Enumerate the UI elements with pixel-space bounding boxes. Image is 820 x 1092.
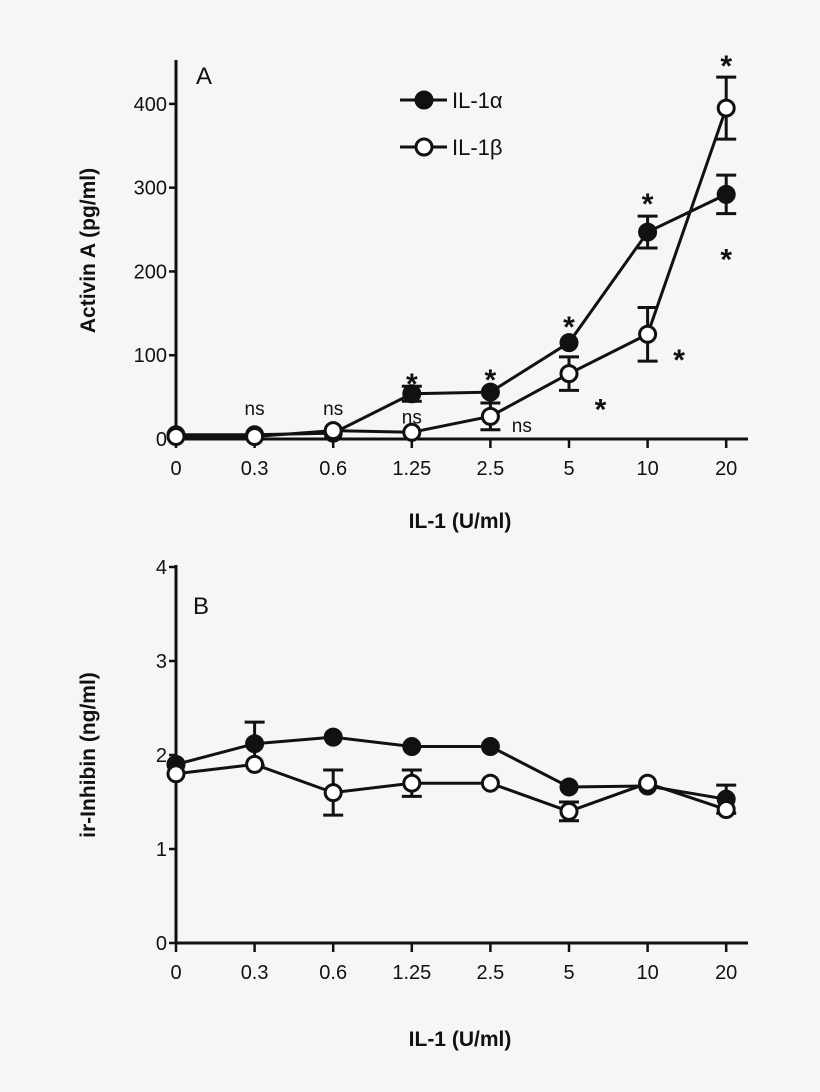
data-point [402,737,422,757]
panel-b: 0 1 2 3 4 0 0.3 0.6 1.25 2.5 5 10 20 IL-1 (U/ml) ir-In… [77,557,748,1051]
data-point [638,222,658,242]
data-point [323,421,343,441]
significance-star: * [720,50,732,83]
data-point [245,426,265,446]
panel-a: 0 100 200 300 400 0 0.3 0.6 1.25 2.5 5 10 20 IL-1 (U/… [77,50,748,533]
x-tick-label: 0 [170,962,181,984]
data-point [638,773,658,793]
legend-marker [414,90,434,110]
series-il-1-beta [166,75,737,446]
x-tick-label: 0.3 [241,458,269,480]
panel-label: B [193,593,209,620]
y-tick-label: 100 [134,345,167,367]
data-point [480,737,500,757]
y-tick-label: 4 [156,557,167,579]
y-tick-label: 200 [134,261,167,283]
x-tick-label: 0 [170,458,181,480]
ns-label: ns [245,399,265,420]
significance-star: * [563,311,575,344]
significance-star: * [642,188,654,221]
significance-star: * [720,243,732,276]
ns-label: ns [402,407,422,428]
data-point [245,734,265,754]
significance-star: * [406,368,418,401]
x-axis-title: IL-1 (U/ml) [409,510,512,533]
series-line [175,735,727,801]
significance-star: * [485,364,497,397]
data-point [323,727,343,747]
series-line [176,107,728,438]
ns-label: ns [323,399,343,420]
panel-label: A [196,63,212,90]
x-tick-label: 0.6 [319,458,347,480]
x-tick-label: 20 [715,962,737,984]
data-point [638,324,658,344]
y-axis-title: Activin A (pg/ml) [77,168,100,333]
x-tick-label: 10 [636,962,658,984]
y-tick-label: 0 [156,933,167,955]
x-tick-label: 0.6 [319,962,347,984]
x-axis-title: IL-1 (U/ml) [409,1028,512,1051]
data-point [716,184,736,204]
x-tick-label: 1.25 [392,458,431,480]
ns-label: ns [512,416,532,437]
data-point [480,382,500,402]
y-tick-label: 2 [156,745,167,767]
data-point [402,773,422,793]
data-point [402,384,422,404]
data-point [559,777,579,797]
data-point [559,333,579,353]
x-tick-label: 2.5 [476,962,504,984]
data-point [716,98,736,118]
x-tick-label: 5 [563,962,574,984]
y-tick-label: 1 [156,839,167,861]
significance-star: * [673,344,685,377]
y-tick-label: 400 [134,94,167,116]
x-tick-label: 5 [563,458,574,480]
series-line [175,762,727,813]
data-point [166,764,186,784]
legend-label: IL-1α [452,88,503,113]
series-il-1-beta [166,754,736,823]
legend-marker [414,137,434,157]
legend: IL-1α IL-1β [400,88,503,160]
data-point [402,422,422,442]
data-point [480,406,500,426]
x-tick-label: 10 [636,458,658,480]
data-point [245,754,265,774]
data-point [559,801,579,821]
data-point [166,426,186,446]
data-point [559,364,579,384]
series-il-1-alpha [166,720,737,815]
legend-label: IL-1β [452,135,503,160]
x-tick-label: 2.5 [476,458,504,480]
y-tick-label: 3 [156,651,167,673]
x-tick-label: 0.3 [241,962,269,984]
data-point [323,783,343,803]
x-tick-label: 1.25 [392,962,431,984]
x-tick-label: 20 [715,458,737,480]
y-axis-title: ir-Inhibin (ng/ml) [77,672,100,838]
y-tick-label: 0 [156,429,167,451]
significance-star: * [595,393,607,426]
data-point [716,800,736,820]
data-point [480,773,500,793]
y-tick-label: 300 [134,178,167,200]
